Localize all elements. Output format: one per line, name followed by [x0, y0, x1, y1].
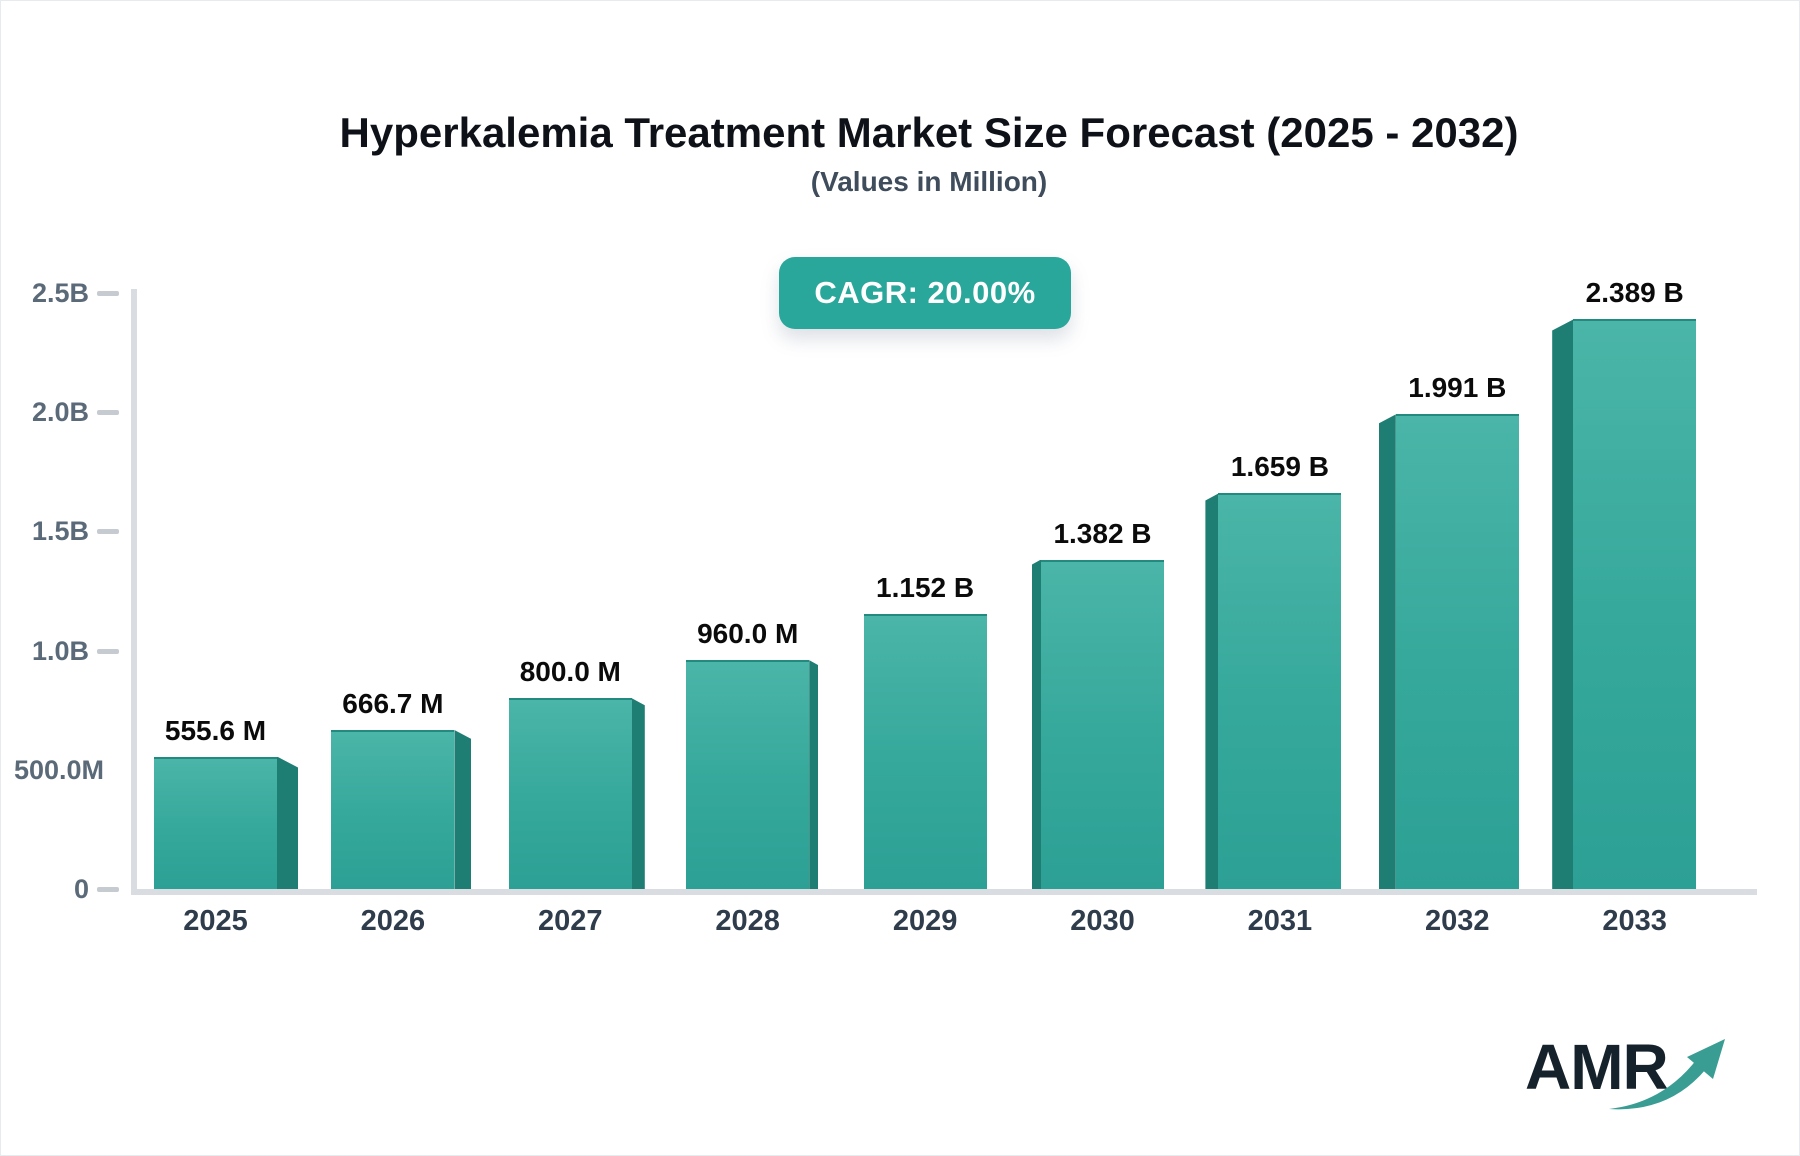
y-tick-dash — [97, 648, 119, 654]
x-tick-label: 2026 — [360, 905, 426, 937]
cagr-badge: CAGR: 20.00% — [779, 257, 1071, 329]
bar — [508, 698, 632, 889]
bar — [863, 614, 987, 889]
y-tick-label: 0 — [73, 874, 89, 904]
bar-value-label: 2.389 B — [1585, 277, 1684, 309]
y-tick-label: 1.5B — [31, 516, 89, 547]
x-tick-label: 2028 — [715, 905, 780, 937]
bar-side — [1378, 414, 1396, 889]
x-tick-label: 2030 — [1070, 905, 1135, 937]
bar — [331, 730, 455, 889]
amr-logo: AMR — [1525, 1035, 1735, 1135]
x-tick-label: 2031 — [1247, 905, 1313, 937]
bar — [686, 660, 810, 889]
chart-subtitle: (Values in Million) — [810, 166, 1048, 197]
y-tick-dash — [97, 887, 119, 892]
bar — [1041, 559, 1164, 889]
bar-value-label: 1.991 B — [1408, 372, 1507, 404]
bar — [1218, 493, 1342, 889]
y-tick-label: 2.5B — [31, 278, 89, 308]
x-tick-label: 2029 — [892, 905, 958, 937]
y-tick-dash — [97, 410, 119, 416]
y-tick-dash — [97, 291, 119, 296]
bar-side — [277, 756, 298, 889]
bar-value-label: 1.659 B — [1230, 451, 1329, 483]
bar-side — [1032, 559, 1041, 889]
chart-title: Hyperkalemia Treatment Market Size Forec… — [339, 109, 1519, 156]
bar-value-label: 666.7 M — [342, 688, 444, 720]
bar — [154, 756, 277, 889]
y-tick-label: 1.0B — [31, 635, 89, 666]
y-tick-label: 500.0M — [13, 754, 104, 785]
bar-side — [631, 698, 645, 889]
bar-value-label: 1.382 B — [1053, 517, 1152, 549]
bar-side — [454, 730, 472, 889]
x-tick-label: 2033 — [1602, 905, 1667, 937]
bar-side — [1552, 319, 1574, 889]
amr-logo-text: AMR — [1525, 1031, 1669, 1103]
y-tick-dash — [97, 529, 119, 535]
x-tick-label: 2027 — [538, 905, 603, 937]
bar-value-label: 800.0 M — [519, 656, 621, 688]
bar-side — [809, 660, 819, 889]
y-axis-line — [131, 289, 137, 895]
bar-value-label: 1.152 B — [876, 572, 975, 604]
bar — [1573, 319, 1697, 889]
x-tick-label: 2025 — [183, 905, 248, 937]
x-axis-line — [131, 889, 1757, 895]
bar — [1395, 414, 1519, 889]
bar-value-label: 960.0 M — [697, 618, 799, 650]
growth-arrow-icon — [1609, 1039, 1725, 1110]
bar-value-label: 555.6 M — [164, 714, 267, 746]
x-tick-label: 2032 — [1425, 905, 1490, 937]
y-tick-label: 2.0B — [31, 397, 89, 428]
bar-side — [1205, 493, 1219, 889]
